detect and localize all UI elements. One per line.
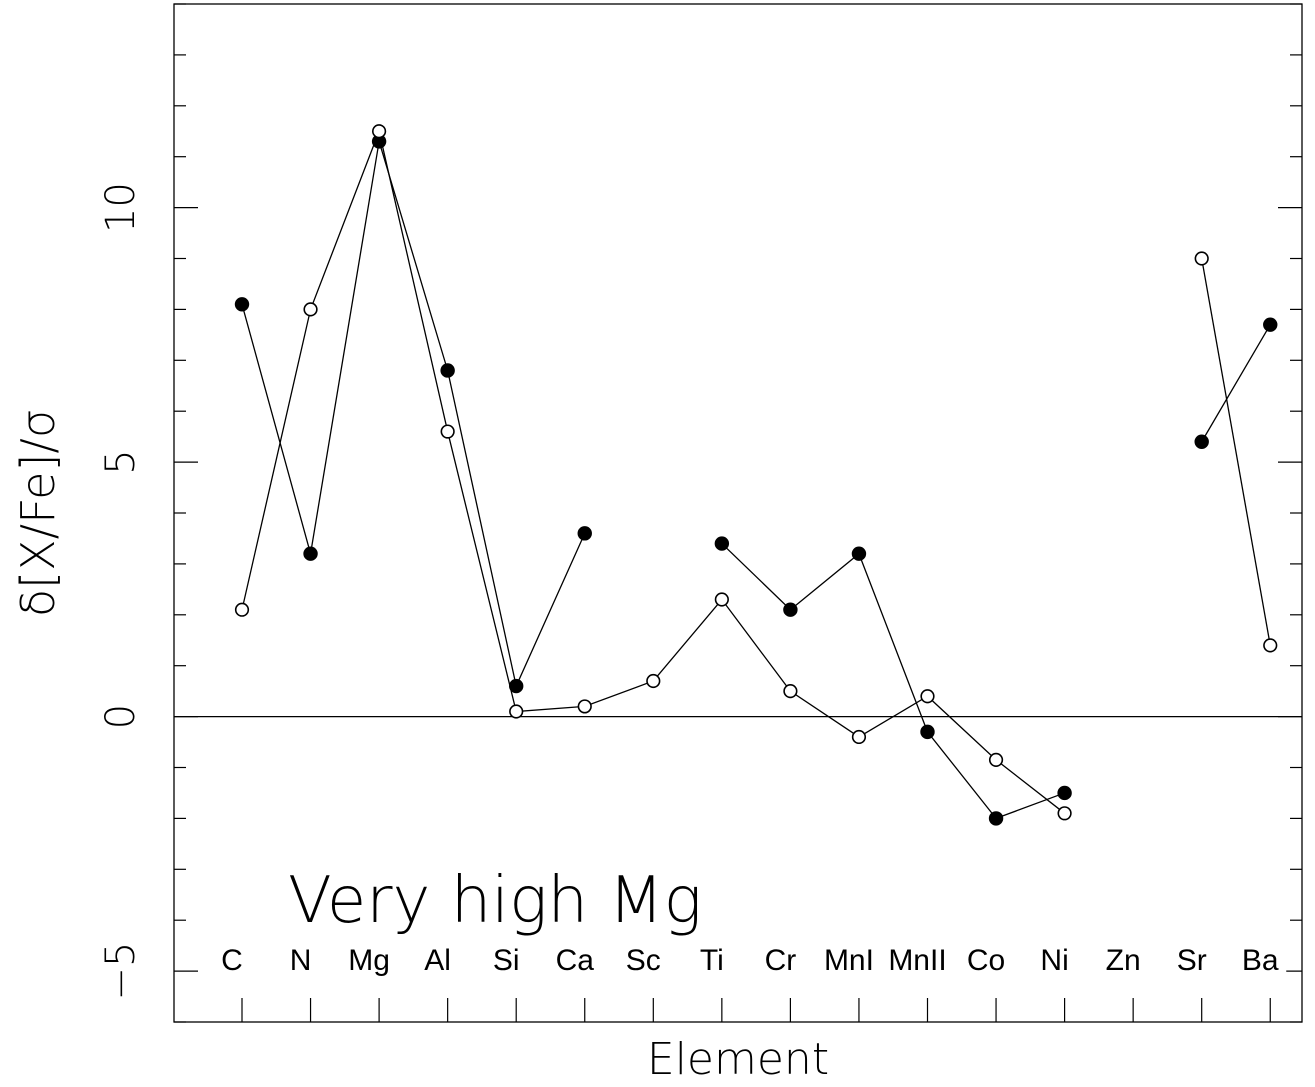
category-label: Si	[493, 944, 520, 977]
series-1-point-mnii	[920, 724, 935, 740]
series-2-point-n	[303, 302, 318, 317]
category-label: Al	[424, 944, 451, 977]
series-1-line	[721, 543, 1065, 820]
series-2-point-al	[440, 424, 455, 439]
series-2-point-ni	[1057, 806, 1072, 821]
series-1-point-ba	[1263, 317, 1278, 332]
category-label-background	[960, 940, 1013, 977]
series-1-point-ca	[577, 526, 592, 541]
series-1-point-al	[440, 363, 455, 378]
chart-annotation: Very high Mg	[288, 864, 702, 938]
series-2-point-ti	[714, 592, 729, 607]
category-label-background	[274, 940, 327, 977]
category-label: Sr	[1177, 944, 1207, 977]
category-label-background	[822, 940, 875, 977]
y-axis-label: δ[X/Fe]/σ	[11, 409, 65, 617]
y-tick-label: 0	[98, 704, 144, 729]
category-label-background	[480, 940, 533, 977]
category-label-background	[343, 940, 396, 977]
category-label-background	[891, 940, 944, 977]
series-2-line	[1201, 258, 1271, 646]
category-label: Co	[967, 944, 1005, 977]
category-labels: C N Mg Al Si Ca Sc Ti Cr MnI MnII Co Ni Zn Sr Ba	[206, 940, 1287, 977]
series-layer	[234, 124, 1278, 826]
category-label-background	[206, 940, 258, 977]
series-1-point-mni	[851, 546, 867, 561]
category-label-background	[754, 940, 807, 977]
series-2-point-sr	[1194, 251, 1209, 266]
category-label-background	[685, 940, 738, 977]
series-2-point-si	[509, 704, 524, 719]
category-label: Sc	[626, 944, 661, 977]
category-label-background	[1165, 940, 1218, 977]
series-1-point-co	[988, 811, 1004, 826]
category-label: Zn	[1106, 944, 1141, 977]
y-tick-labels: −5 0 5 10	[98, 182, 144, 1000]
series-2-point-ca	[577, 699, 592, 714]
y-tick-label: 10	[98, 182, 144, 233]
series-2-point-cr	[783, 684, 798, 699]
category-label-background	[1097, 940, 1150, 977]
category-label: Ba	[1242, 944, 1279, 977]
category-label: N	[290, 944, 312, 977]
category-label-background	[617, 940, 670, 977]
category-label: Ni	[1040, 944, 1068, 977]
category-label: Cr	[765, 944, 797, 977]
series-2-point-mni	[851, 729, 867, 745]
category-label: MnI	[824, 944, 874, 977]
series-1-point-c	[234, 297, 250, 312]
x-axis-label: Element	[647, 1034, 829, 1085]
series-1-point-n	[303, 546, 318, 561]
category-label: Ca	[556, 944, 595, 977]
category-label-background	[1028, 940, 1081, 977]
series-2-point-co	[988, 752, 1004, 767]
series-1-point-sr	[1194, 434, 1209, 449]
series-2-point-sc	[646, 673, 661, 689]
series-2-point-mnii	[920, 689, 935, 704]
category-label-background	[411, 940, 464, 977]
series-2-point-ba	[1263, 638, 1278, 653]
category-label: MnII	[888, 944, 946, 977]
y-tick-label: 5	[98, 449, 144, 474]
category-label: Mg	[348, 944, 390, 977]
series-1-point-ni	[1057, 785, 1072, 801]
series-2-point-mg	[372, 124, 387, 139]
y-tick-label: −5	[98, 942, 144, 1001]
category-label-background	[548, 940, 601, 977]
series-2-point-c	[234, 602, 250, 617]
category-label: C	[221, 944, 243, 977]
series-1-point-ti	[714, 536, 730, 551]
series-1-point-cr	[783, 602, 798, 617]
category-label: Ti	[700, 944, 724, 977]
category-label-background	[1234, 940, 1287, 977]
series-1-line	[1201, 324, 1271, 443]
series-2-line	[241, 129, 1065, 814]
series-1-line	[241, 141, 586, 689]
